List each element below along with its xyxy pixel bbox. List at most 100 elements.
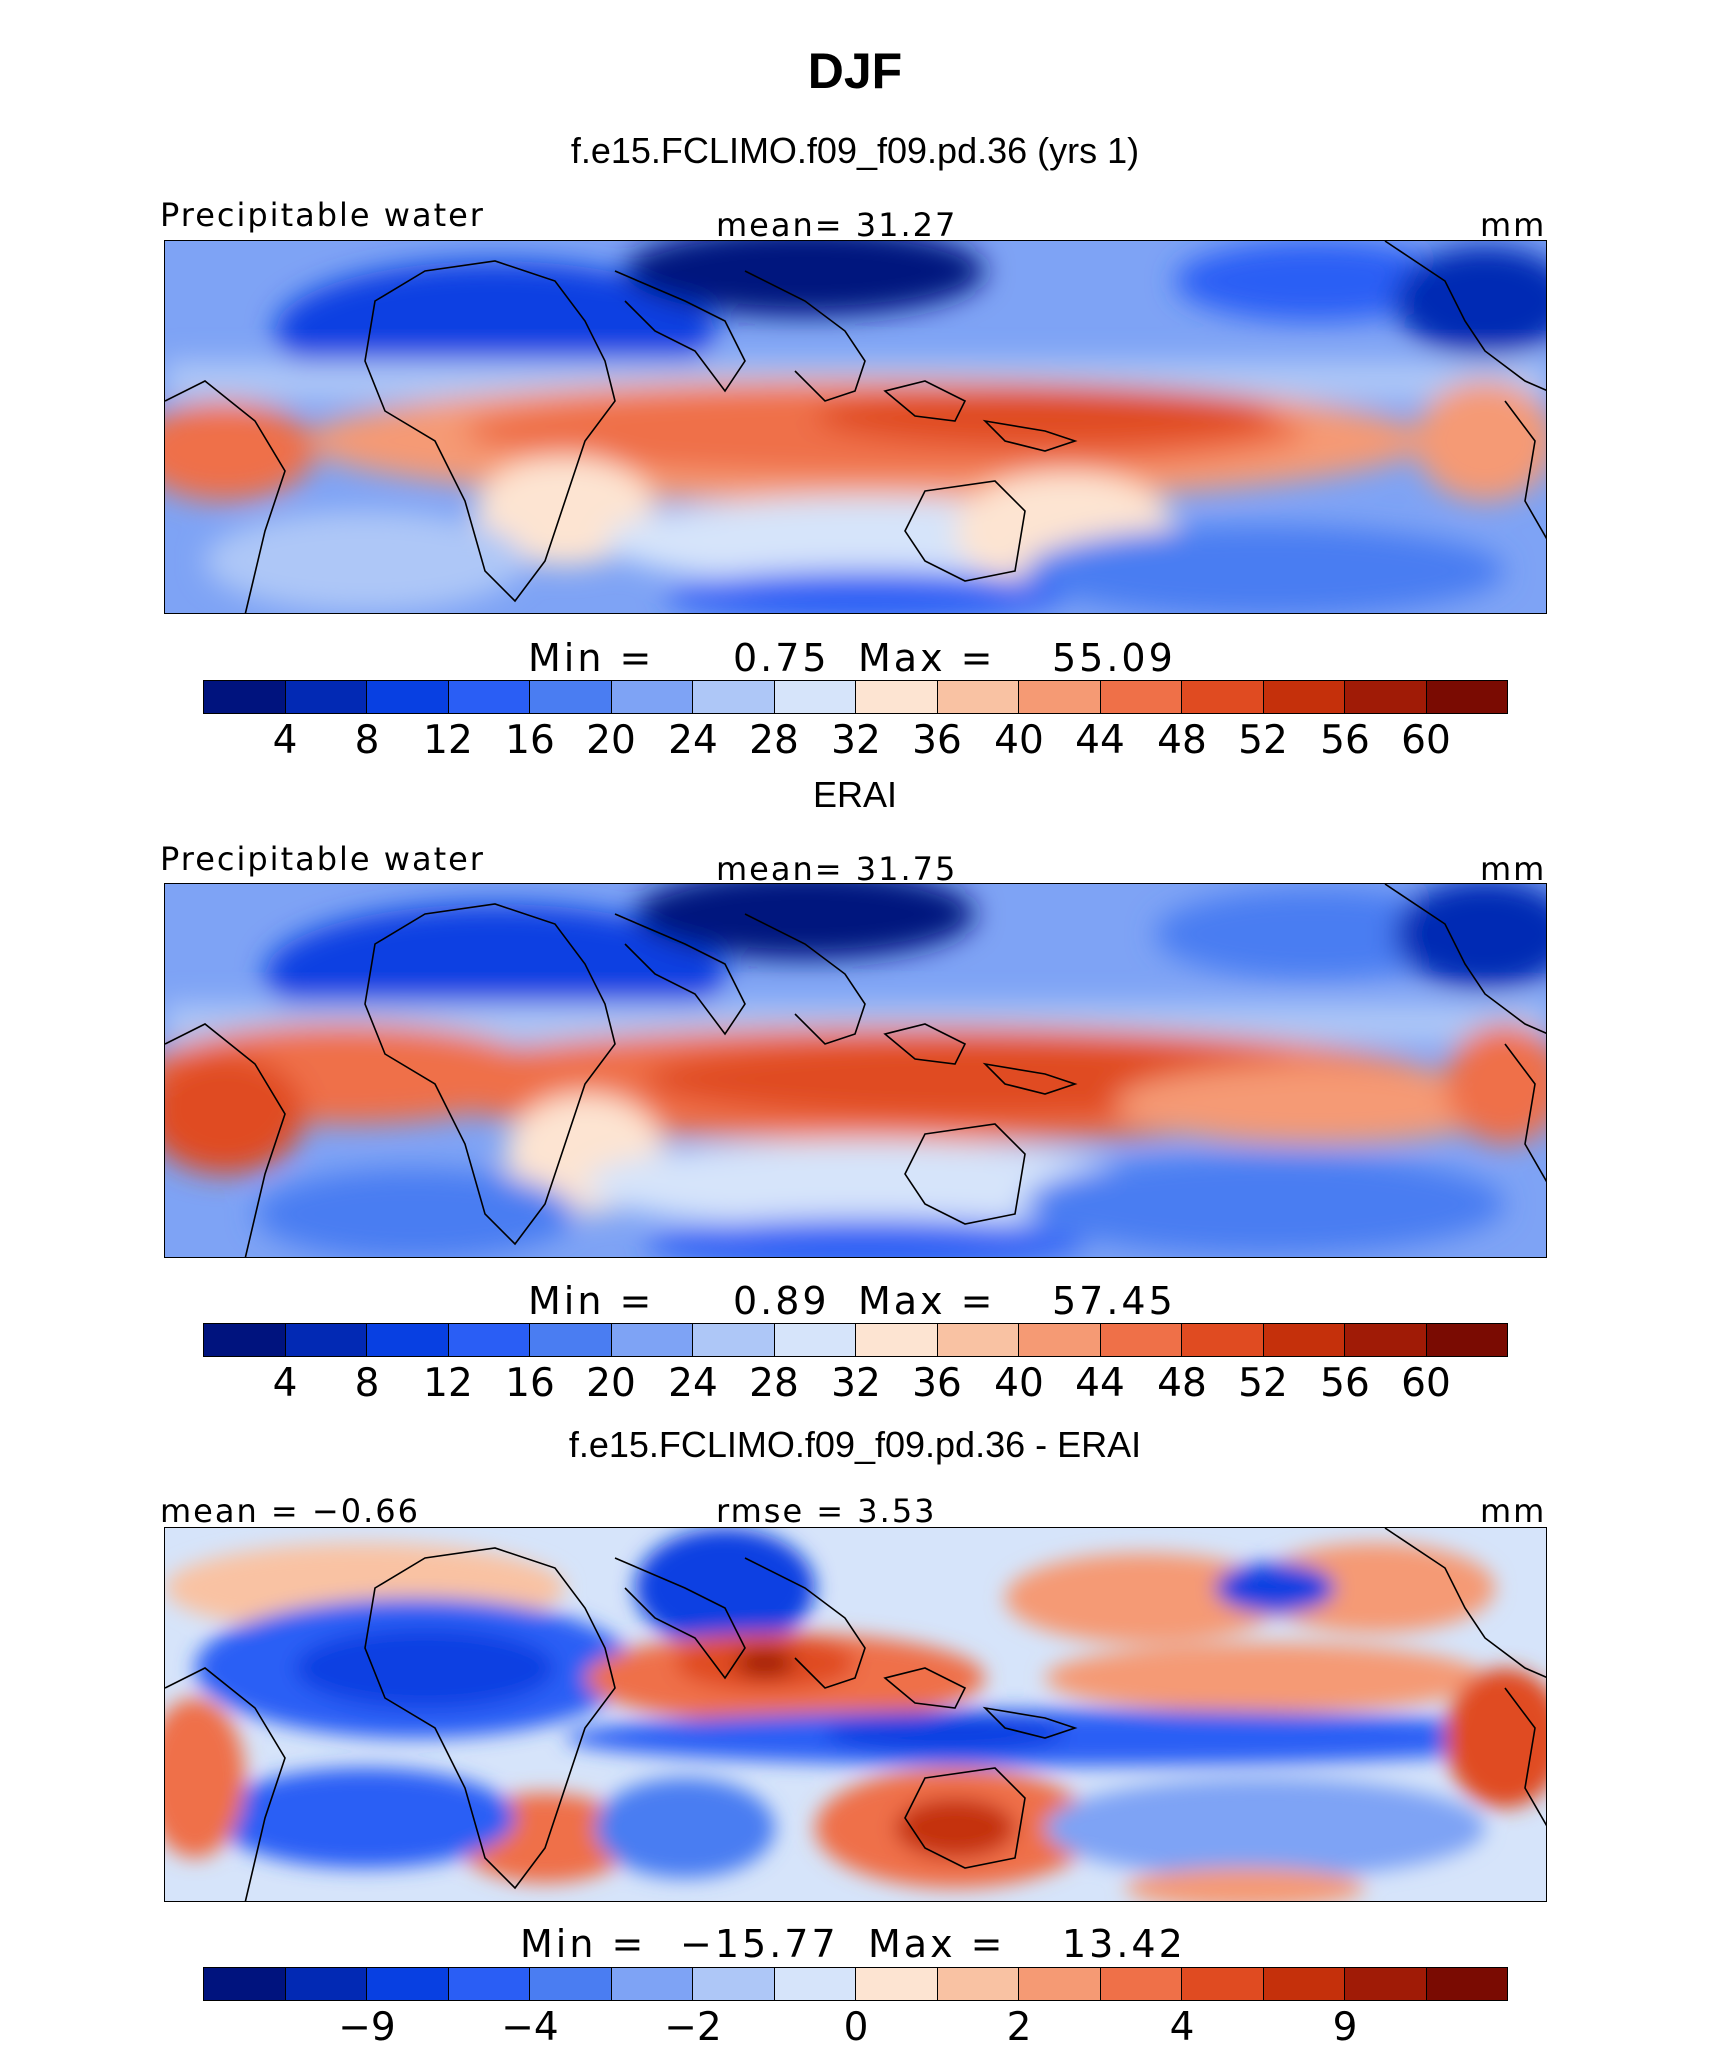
panel-2-tick: 24	[668, 1361, 718, 1406]
cbar-2-bin	[937, 1324, 1019, 1356]
cbar-2-bin	[856, 1324, 938, 1356]
cbar-3-bin	[937, 1968, 1019, 2000]
cbar-2-bin	[204, 1324, 286, 1356]
cbar-2-bin	[1182, 1324, 1264, 1356]
panel-2-min-label: Min =	[528, 1279, 655, 1323]
cbar-2-bin	[774, 1324, 856, 1356]
panel-3-colorbar	[203, 1967, 1508, 2001]
cbar-1-bin	[856, 681, 938, 713]
cbar-1-bin	[611, 681, 693, 713]
cbar-1-bin	[448, 681, 530, 713]
panel-1-tick: 24	[668, 718, 718, 763]
panel-2-tick: 16	[505, 1361, 555, 1406]
cbar-3-bin	[448, 1968, 530, 2000]
cbar-3-bin	[856, 1968, 938, 2000]
panel-1-tick: 44	[1075, 718, 1125, 763]
panel-3-units: mm	[1480, 1492, 1547, 1530]
cbar-2-bin	[611, 1324, 693, 1356]
panel-1-tick: 4	[272, 718, 298, 763]
cbar-2-bin	[448, 1324, 530, 1356]
panel-1-tick: 36	[912, 718, 962, 763]
cbar-1-bin	[1345, 681, 1427, 713]
cbar-1-bin	[204, 681, 286, 713]
panel-2-tick: 60	[1401, 1361, 1451, 1406]
panel-1-tick: 28	[749, 718, 799, 763]
panel-2-max-label: Max =	[858, 1279, 996, 1323]
cbar-3-bin	[1426, 1968, 1507, 2000]
panel-2-max-value: 57.45	[1052, 1279, 1176, 1323]
cbar-1-bin	[693, 681, 775, 713]
panel-2-tick: 12	[423, 1361, 473, 1406]
cbar-2-bin	[693, 1324, 775, 1356]
panel-2-variable-label: Precipitable water	[160, 840, 485, 878]
panel-2-tick: 52	[1238, 1361, 1288, 1406]
cbar-2-bin	[1100, 1324, 1182, 1356]
cbar-2-bin	[285, 1324, 367, 1356]
panel-1-tick: 20	[586, 718, 636, 763]
panel-3-tick: 2	[1006, 2005, 1032, 2050]
panel-2-units: mm	[1480, 850, 1547, 888]
cbar-3-bin	[204, 1968, 286, 2000]
panel-3-tick: −4	[501, 2005, 559, 2050]
cbar-3-bin	[1345, 1968, 1427, 2000]
cbar-1-bin	[937, 681, 1019, 713]
cbar-1-bin	[1426, 681, 1507, 713]
cbar-3-bin	[285, 1968, 367, 2000]
panel-1-tick: 40	[994, 718, 1044, 763]
panel-2-colorbar	[203, 1323, 1508, 1357]
cbar-2-bin	[1019, 1324, 1101, 1356]
panel-1-variable-label: Precipitable water	[160, 196, 485, 234]
cbar-1-bin	[367, 681, 449, 713]
panel-3-tick: 4	[1169, 2005, 1195, 2050]
panel-1-tick: 32	[831, 718, 881, 763]
panel-1-mean-label: mean= 31.27	[716, 206, 958, 244]
panel-2-mean-label: mean= 31.75	[716, 850, 958, 888]
panel-2-tick: 20	[586, 1361, 636, 1406]
panel-1-min-label: Min =	[528, 636, 655, 680]
panel-1-coastlines	[165, 241, 1546, 613]
panel-2-tick: 28	[749, 1361, 799, 1406]
panel-2-field	[165, 884, 1546, 1257]
cbar-1-bin	[530, 681, 612, 713]
panel-1-min-value: 0.75	[733, 636, 830, 680]
cbar-2-bin	[1263, 1324, 1345, 1356]
panel-3-field	[165, 1528, 1546, 1901]
panel-1-map	[164, 240, 1547, 614]
panel-2-tick: 56	[1320, 1361, 1370, 1406]
panel-3-title: f.e15.FCLIMO.f09_f09.pd.36 - ERAI	[568, 1424, 1142, 1465]
panel-3-mean-label: mean = −0.66	[160, 1492, 420, 1530]
panel-1-tick: 12	[423, 718, 473, 763]
panel-2-map	[164, 883, 1547, 1258]
cbar-3-bin	[1019, 1968, 1101, 2000]
cbar-3-bin	[530, 1968, 612, 2000]
cbar-2-bin	[367, 1324, 449, 1356]
cbar-1-bin	[1100, 681, 1182, 713]
cbar-2-bin	[1426, 1324, 1507, 1356]
panel-3-max-label: Max =	[868, 1922, 1006, 1966]
cbar-3-bin	[1100, 1968, 1182, 2000]
panel-3-min-value: −15.77	[680, 1922, 839, 1966]
panel-3-rmse-label: rmse = 3.53	[716, 1492, 937, 1530]
cbar-3-bin	[774, 1968, 856, 2000]
panel-1-tick: 52	[1238, 718, 1288, 763]
panel-2-coastlines	[165, 884, 1546, 1257]
panel-3-tick: 0	[843, 2005, 869, 2050]
panel-1-field	[165, 241, 1546, 613]
panel-3-tick: −9	[338, 2005, 396, 2050]
cbar-3-bin	[611, 1968, 693, 2000]
main-title: DJF	[807, 43, 903, 99]
cbar-3-bin	[693, 1968, 775, 2000]
cbar-2-bin	[1345, 1324, 1427, 1356]
panel-2-tick: 48	[1157, 1361, 1207, 1406]
panel-1-max-value: 55.09	[1052, 636, 1176, 680]
panel-3-tick: −2	[664, 2005, 722, 2050]
cbar-3-bin	[367, 1968, 449, 2000]
cbar-2-bin	[530, 1324, 612, 1356]
cbar-1-bin	[1019, 681, 1101, 713]
cbar-1-bin	[774, 681, 856, 713]
panel-2-tick: 4	[272, 1361, 298, 1406]
panel-2-tick: 8	[354, 1361, 380, 1406]
panel-3-min-label: Min =	[520, 1922, 647, 1966]
panel-1-tick: 8	[354, 718, 380, 763]
cbar-1-bin	[285, 681, 367, 713]
